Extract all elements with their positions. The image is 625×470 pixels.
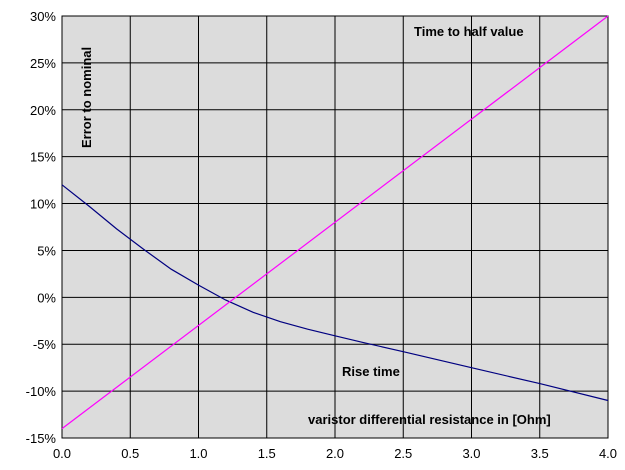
x-tick-labels: 0.0 0.5 1.0 1.5 2.0 2.5 3.0 3.5 4.0 bbox=[53, 446, 617, 461]
y-tick-label: 5% bbox=[37, 243, 56, 258]
x-tick-label: 2.0 bbox=[326, 446, 344, 461]
x-tick-label: 1.5 bbox=[258, 446, 276, 461]
annotation-time-to-half-value: Time to half value bbox=[414, 24, 524, 39]
series-line-rise-time bbox=[61, 184, 609, 402]
x-tick-label: 2.5 bbox=[394, 446, 412, 461]
y-tick-label: -5% bbox=[33, 337, 57, 352]
x-tick-label: 0.5 bbox=[121, 446, 139, 461]
y-tick-label: -15% bbox=[26, 431, 57, 446]
annotation-rise-time: Rise time bbox=[342, 364, 400, 379]
series-lines bbox=[61, 15, 609, 430]
y-tick-label: 20% bbox=[30, 103, 56, 118]
y-tick-label: 15% bbox=[30, 150, 56, 165]
x-tick-label: 3.5 bbox=[531, 446, 549, 461]
series-line-time-to-half-value bbox=[61, 15, 609, 430]
y-tick-labels: -15% -10% -5% 0% 5% 10% 15% 20% 25% 30% bbox=[26, 9, 57, 446]
x-tick-label: 1.0 bbox=[189, 446, 207, 461]
y-tick-label: 0% bbox=[37, 290, 56, 305]
y-tick-label: 30% bbox=[30, 9, 56, 24]
y-tick-label: 25% bbox=[30, 56, 56, 71]
x-tick-label: 3.0 bbox=[462, 446, 480, 461]
y-tick-label: -10% bbox=[26, 384, 57, 399]
y-tick-label: 10% bbox=[30, 197, 56, 212]
x-tick-label: 4.0 bbox=[599, 446, 617, 461]
x-axis-label: varistor differential resistance in [Ohm… bbox=[308, 412, 551, 427]
x-tick-label: 0.0 bbox=[53, 446, 71, 461]
y-axis-label: Error to nominal bbox=[79, 47, 94, 148]
